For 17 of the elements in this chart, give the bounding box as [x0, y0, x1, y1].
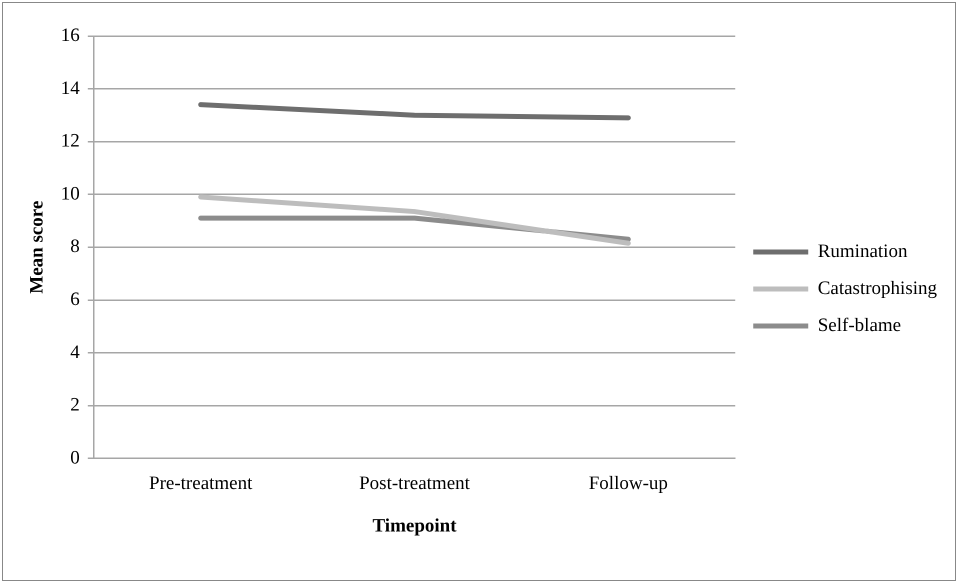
- legend-label: Rumination: [818, 240, 908, 262]
- y-tick-label: 0: [70, 447, 80, 468]
- x-axis-title: Timepoint: [372, 516, 458, 537]
- y-tick-label: 4: [70, 342, 80, 363]
- y-tick-label: 16: [60, 24, 80, 46]
- y-tick-label: 6: [70, 288, 80, 310]
- legend-label: Catastrophising: [818, 278, 938, 299]
- y-tick-label: 14: [60, 78, 80, 99]
- y-tick-label: 12: [60, 130, 80, 152]
- legend-label: Self-blame: [818, 314, 902, 336]
- y-tick-label: 2: [70, 394, 80, 416]
- y-tick-label: 8: [70, 236, 80, 258]
- x-tick-label: Follow-up: [588, 472, 668, 494]
- x-tick-label: Pre-treatment: [149, 472, 254, 494]
- y-axis-title: Mean score: [26, 200, 48, 294]
- y-tick-label: 10: [60, 183, 80, 204]
- x-tick-label: Post-treatment: [359, 472, 471, 494]
